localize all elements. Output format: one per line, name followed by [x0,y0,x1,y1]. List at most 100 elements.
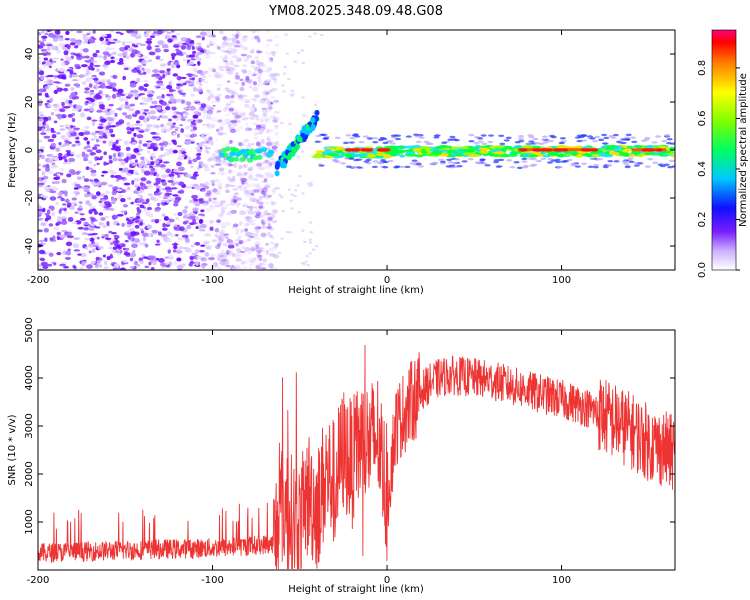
noise-blob [116,223,120,226]
noise-blob [216,182,223,187]
carrier-halo [418,165,425,168]
noise-blob [221,41,229,46]
noise-blob [196,108,201,112]
noise-blob [268,104,273,108]
noise-blob [270,242,275,245]
noise-blob [241,37,248,42]
noise-blob [212,188,218,193]
noise-blob [190,244,195,248]
noise-blob [261,187,268,193]
noise-blob [164,71,168,76]
noise-blob [113,234,119,238]
noise-blob [152,136,158,139]
noise-blob [101,64,109,68]
noise-blob [175,216,180,221]
noise-blob [267,216,273,221]
noise-blob [255,208,261,214]
noise-blob [231,55,239,59]
noise-blob [256,132,263,135]
noise-blob [220,206,227,210]
noise-blob [161,167,167,171]
noise-blob [235,243,239,247]
noise-blob [81,81,87,85]
noise-blob [266,147,271,151]
noise-blob [227,126,231,130]
noise-blob [100,174,105,177]
noise-blob [71,201,78,205]
noise-blob [119,46,126,52]
noise-blob [93,135,98,140]
carrier-mark [499,154,511,158]
noise-blob [141,55,149,60]
noise-blob [261,247,266,253]
noise-blob [160,199,167,202]
noise-blob [99,92,106,97]
noise-blob [197,213,205,216]
noise-blob [88,250,92,254]
noise-blob [241,117,249,121]
x-tick-label: -200 [27,575,50,586]
carrier-halo [498,134,505,137]
carrier-mark [352,153,361,158]
noise-blob [105,38,109,42]
noise-blob [141,102,149,106]
noise-blob [164,256,170,259]
noise-blob [165,221,171,225]
noise-blob [96,236,100,240]
carrier-halo [602,165,609,169]
noise-blob [265,69,271,73]
noise-blob [190,40,195,44]
noise-blob [215,111,221,114]
noise-blob [63,190,68,195]
noise-blob [209,219,213,225]
carrier-halo [620,141,627,145]
carrier-halo [499,142,506,146]
noise-blob [196,148,203,153]
noise-blob [109,30,115,33]
noise-blob [112,246,118,251]
noise-blob [134,238,141,243]
noise-blob [227,169,234,175]
noise-blob [163,48,169,53]
noise-blob [159,164,166,168]
carrier-halo [657,163,664,166]
noise-blob [157,40,165,46]
noise-blob [161,181,168,186]
noise-blob [203,163,208,168]
noise-blob [219,229,225,234]
carrier-peak [554,148,597,152]
noise-blob [113,145,119,149]
noise-blob [172,213,177,216]
carrier-mark [478,147,490,151]
noise-blob [259,262,265,266]
carrier-halo [362,135,369,138]
noise-blob [241,246,247,250]
noise-blob [247,167,253,172]
noise-blob [38,60,42,63]
noise-blob [256,162,263,167]
noise-blob [220,258,228,263]
carrier-halo [314,140,321,143]
noise-blob [265,243,270,246]
noise-blob [120,198,126,203]
carrier-halo [439,160,446,164]
noise-blob [57,113,63,119]
noise-blob [74,183,81,187]
noise-blob [121,222,125,228]
noise-blob [268,194,273,197]
noise-blob [265,79,272,83]
noise-blob [100,34,108,37]
carrier-mark [601,154,614,158]
noise-blob [214,71,219,77]
noise-blob [126,196,132,201]
noise-blob [236,40,241,45]
noise-blob [242,69,248,74]
noise-blob [168,254,174,260]
noise-blob [296,184,300,187]
noise-blob [117,88,124,94]
noise-blob [228,210,234,213]
noise-blob [194,121,199,124]
noise-blob [119,152,125,157]
noise-blob [58,152,63,157]
noise-blob [265,159,269,163]
